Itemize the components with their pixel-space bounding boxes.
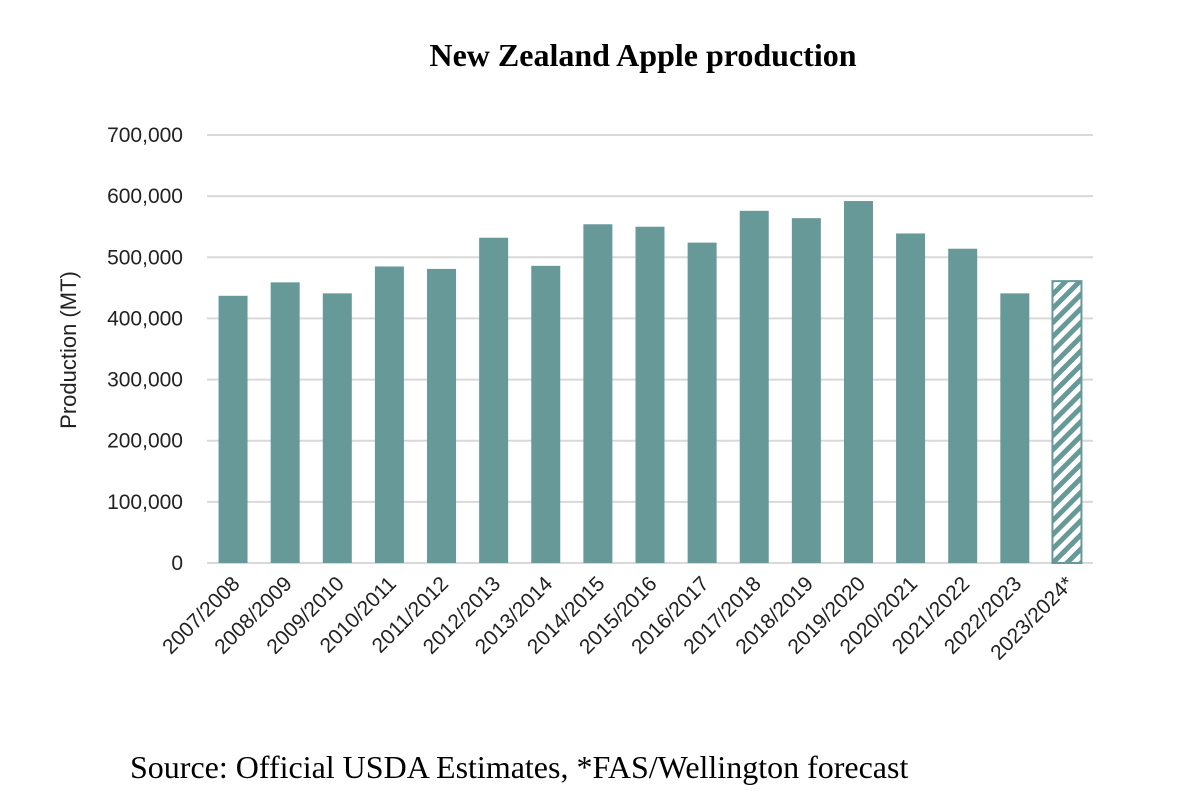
bar xyxy=(843,201,873,563)
y-tick-label: 300,000 xyxy=(107,369,183,392)
y-tick-label: 400,000 xyxy=(107,307,183,330)
y-tick-label: 200,000 xyxy=(107,430,183,453)
bar xyxy=(635,226,665,563)
bar xyxy=(322,293,352,563)
bar xyxy=(1000,293,1030,563)
bar xyxy=(427,268,457,563)
chart-title: New Zealand Apple production xyxy=(429,37,856,73)
bar xyxy=(583,224,613,564)
bar xyxy=(896,233,926,563)
source-note: Source: Official USDA Estimates, *FAS/We… xyxy=(130,749,908,785)
y-tick-label: 600,000 xyxy=(107,185,183,208)
bar xyxy=(739,210,769,563)
bar xyxy=(791,218,821,563)
y-tick-label: 100,000 xyxy=(107,491,183,514)
bar xyxy=(218,295,248,563)
y-tick-label: 0 xyxy=(171,552,183,575)
y-tick-label: 700,000 xyxy=(107,124,183,147)
bar xyxy=(948,248,978,563)
bar xyxy=(270,282,300,563)
y-tick-label: 500,000 xyxy=(107,246,183,269)
bar xyxy=(531,265,561,563)
bar xyxy=(479,237,509,563)
bar xyxy=(687,242,717,563)
bar xyxy=(374,266,404,563)
bar-forecast xyxy=(1051,280,1083,564)
y-axis-label: Production (MT) xyxy=(56,271,81,429)
